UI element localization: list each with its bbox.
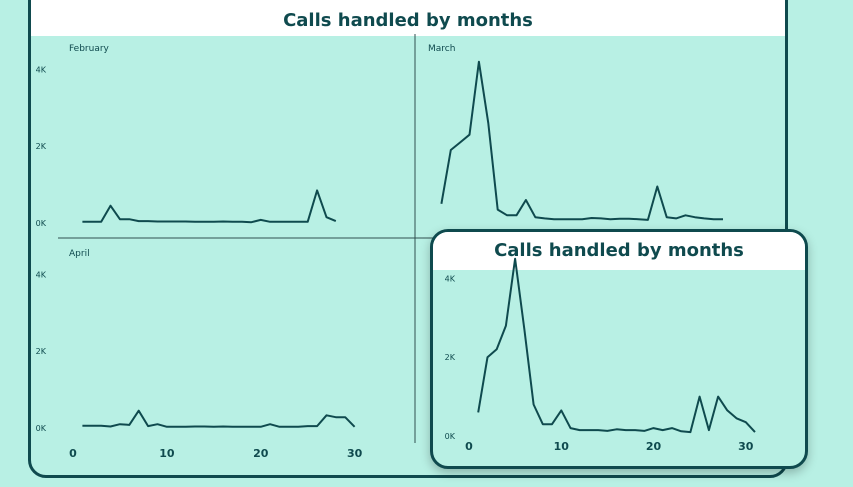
x-tick-label: 20 — [253, 447, 269, 460]
inset-line-chart: 0K 2K 4K 0 10 20 30 — [445, 257, 756, 453]
x-tick-label: 30 — [347, 447, 363, 460]
panel-label-march: March — [428, 44, 455, 54]
main-chart-title: Calls handled by months — [31, 0, 785, 36]
main-small-multiples-chart: February 0K 2K 4K March April 0K 2K 4K 0 10 20 30 — [36, 34, 785, 460]
panel-label-april: April — [69, 249, 90, 259]
panel-label-february: February — [69, 44, 110, 54]
series-line-april — [82, 409, 356, 428]
inset-x-tick-label: 10 — [554, 440, 570, 453]
inset-x-tick-label: 20 — [646, 440, 662, 453]
inset-y-tick-label: 2K — [445, 353, 456, 362]
inset-y-tick-label: 4K — [445, 274, 456, 283]
y-tick-label-april: 4K — [36, 270, 47, 279]
inset-chart-card: Calls handled by months 0K 2K 4K 0 10 20 30 — [430, 229, 808, 469]
y-tick-label-april: 2K — [36, 347, 47, 356]
inset-y-tick-label: 0K — [445, 432, 456, 441]
series-line-february — [82, 189, 337, 224]
y-tick-label-february: 4K — [36, 65, 47, 74]
inset-series-line — [477, 257, 756, 434]
inset-x-tick-label: 0 — [465, 440, 473, 453]
y-tick-label-february: 0K — [36, 219, 47, 228]
y-tick-label-february: 2K — [36, 142, 47, 151]
y-tick-label-april: 0K — [36, 424, 47, 433]
series-line-march — [440, 60, 723, 221]
inset-chart-title: Calls handled by months — [433, 232, 805, 270]
inset-x-tick-label: 30 — [738, 440, 754, 453]
x-tick-label: 10 — [159, 447, 175, 460]
x-tick-label: 0 — [69, 447, 77, 460]
